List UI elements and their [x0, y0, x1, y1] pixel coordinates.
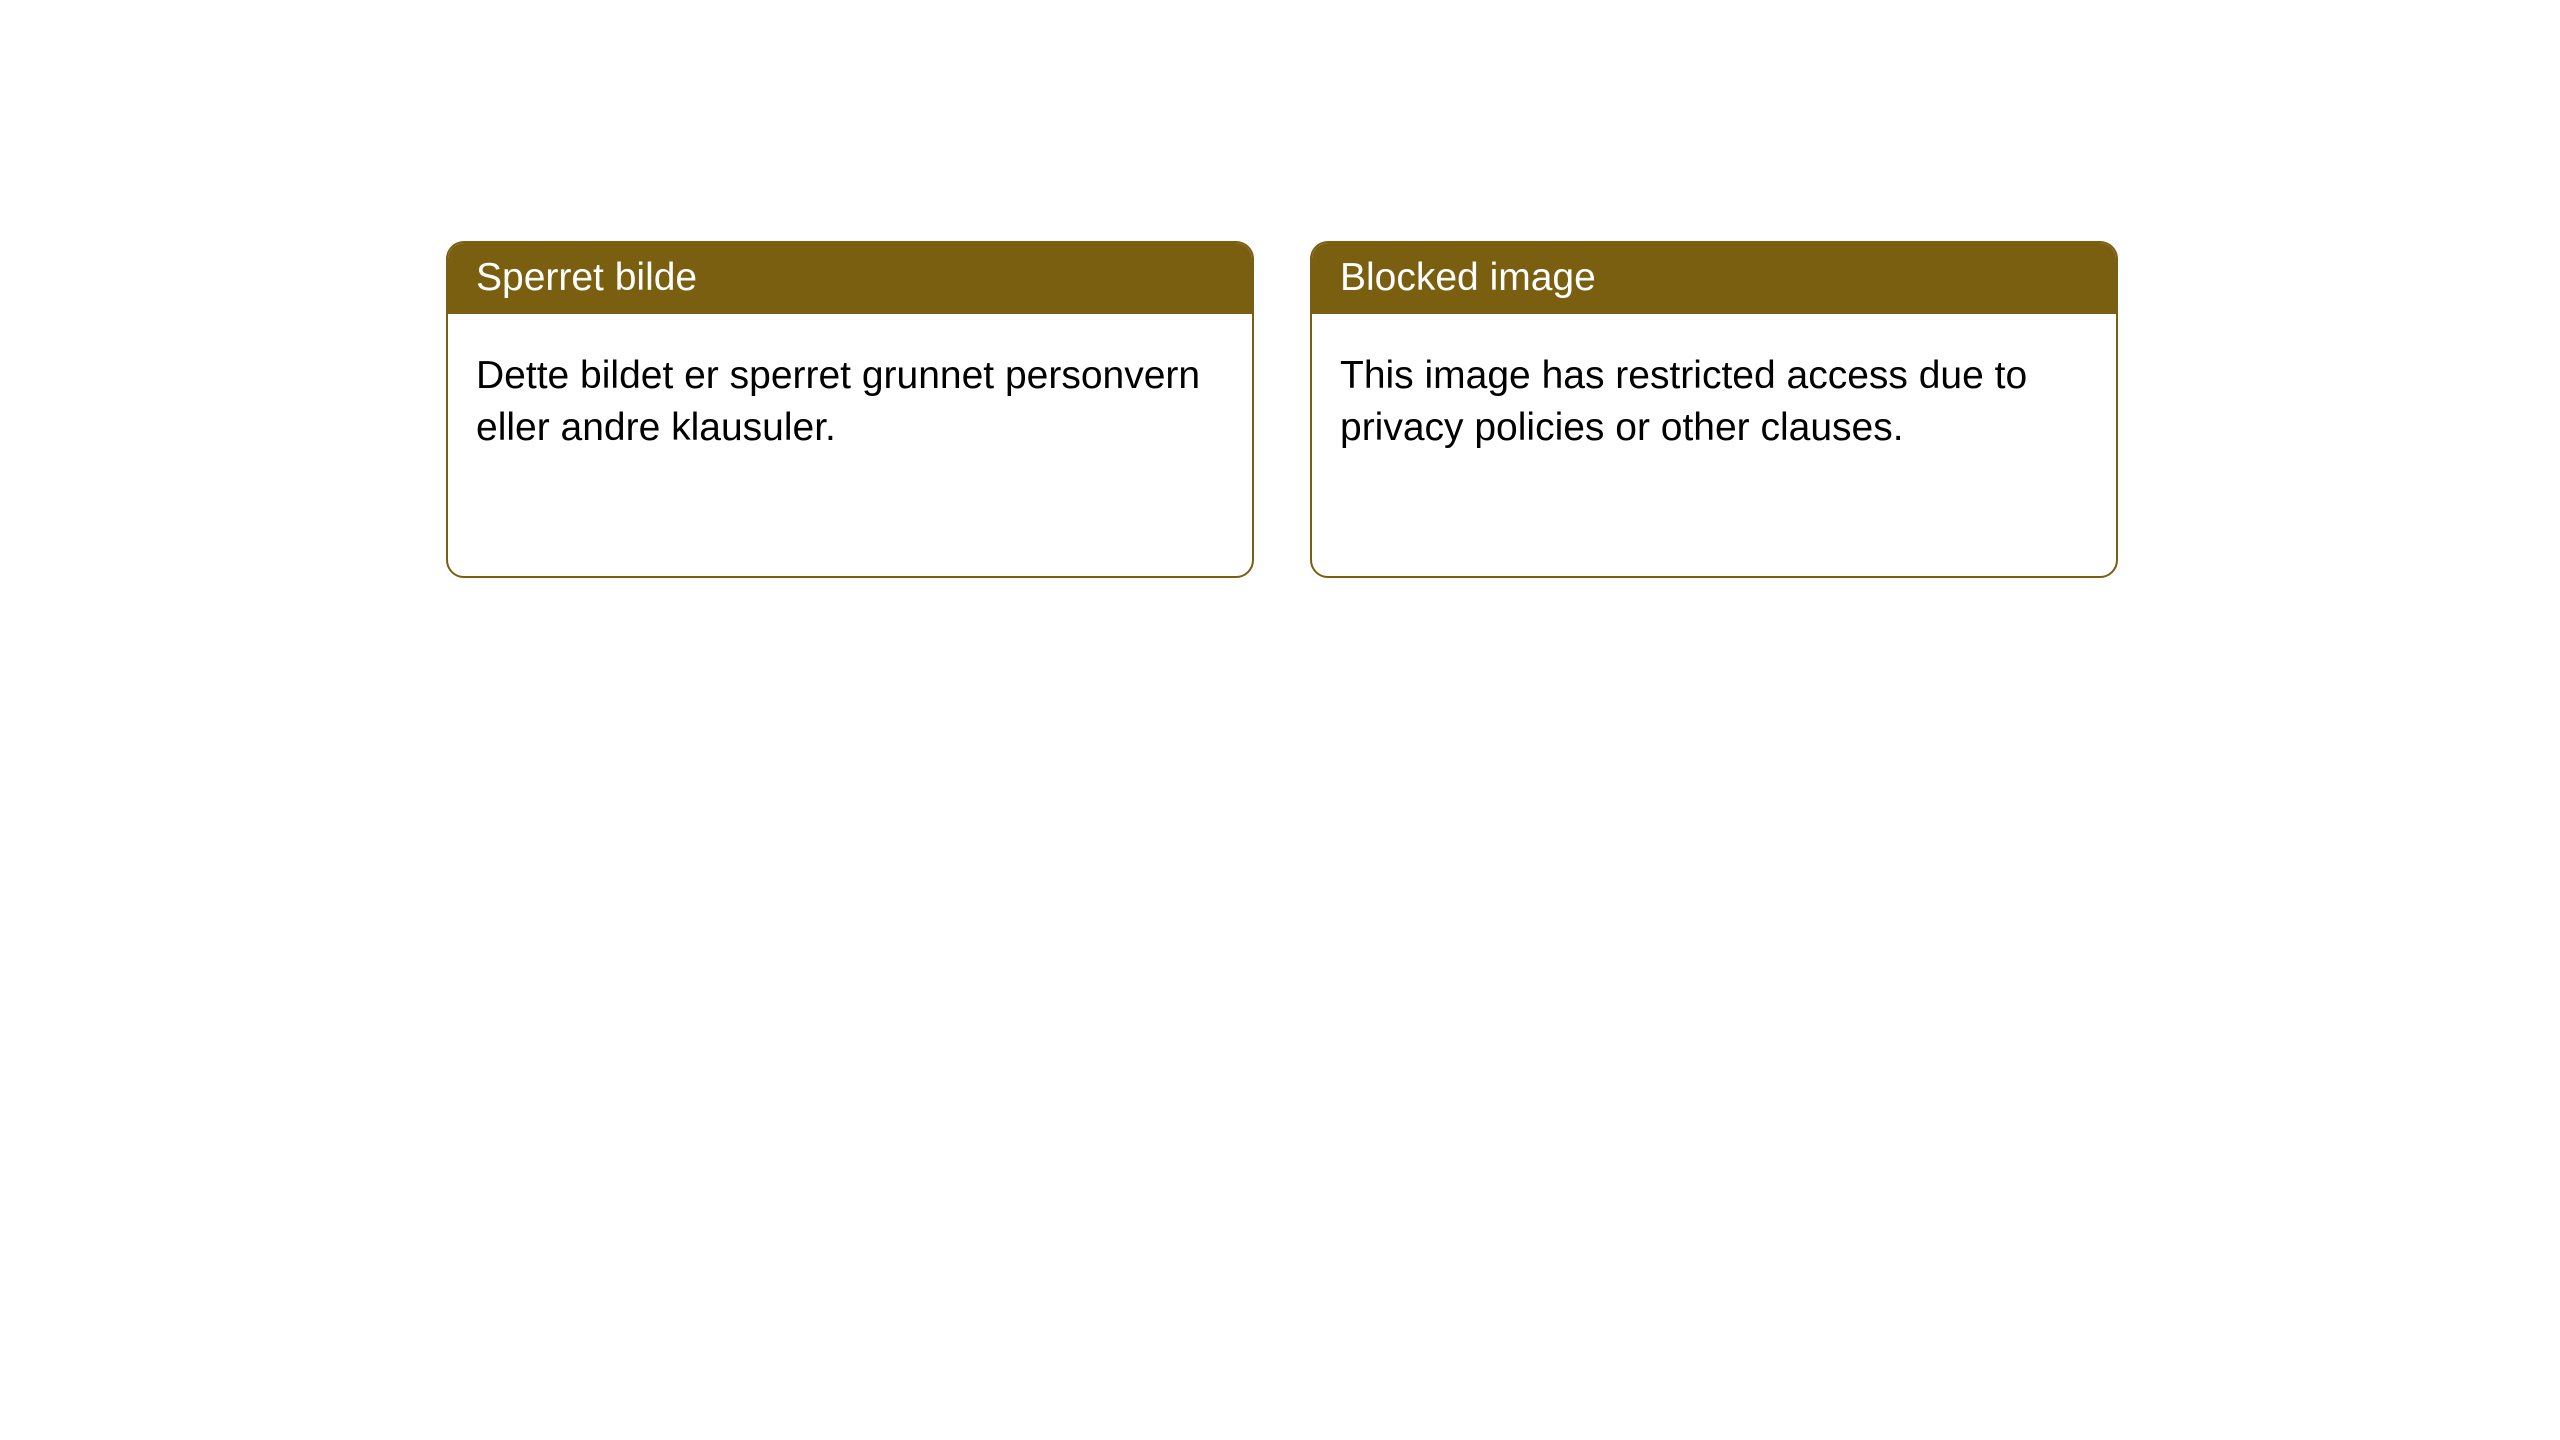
- notice-body: Dette bildet er sperret grunnet personve…: [448, 314, 1252, 491]
- notice-title: Blocked image: [1340, 256, 1596, 299]
- notice-header: Blocked image: [1312, 243, 2116, 314]
- notice-card-english: Blocked image This image has restricted …: [1310, 241, 2118, 578]
- notice-message: This image has restricted access due to …: [1340, 354, 2027, 450]
- notice-title: Sperret bilde: [476, 256, 697, 299]
- notice-header: Sperret bilde: [448, 243, 1252, 314]
- notice-message: Dette bildet er sperret grunnet personve…: [476, 354, 1200, 450]
- notice-card-norwegian: Sperret bilde Dette bildet er sperret gr…: [446, 241, 1254, 578]
- notice-container: Sperret bilde Dette bildet er sperret gr…: [0, 0, 2560, 578]
- notice-body: This image has restricted access due to …: [1312, 314, 2116, 491]
